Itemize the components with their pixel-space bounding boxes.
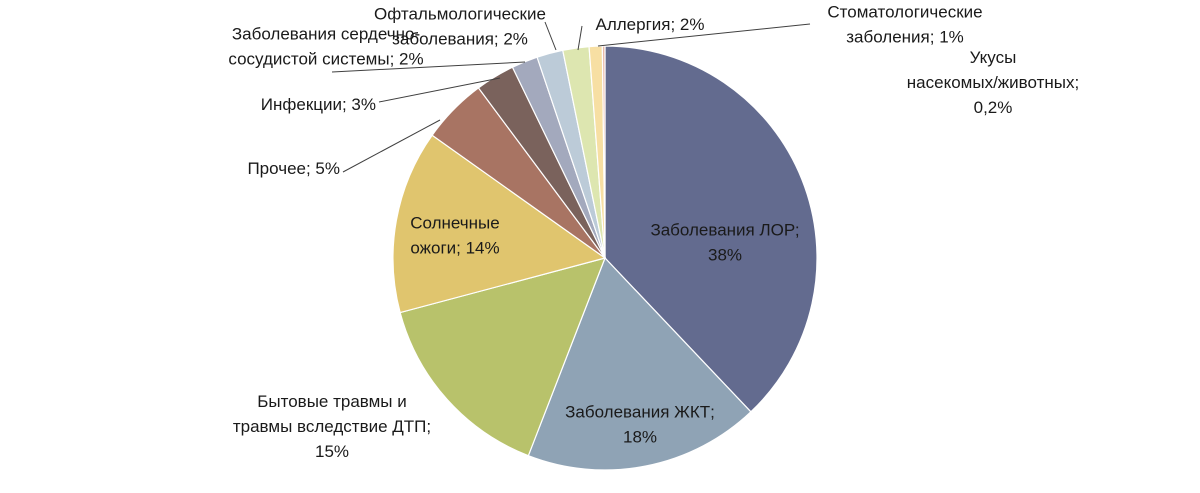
slice-label-5: Инфекции; 3% (261, 95, 376, 114)
slice-label-line: Заболевания сердечно- (232, 25, 420, 44)
slice-label-line: Прочее; 5% (247, 159, 340, 178)
pie-slice-3 (392, 134, 607, 314)
slice-label-line: 15% (315, 442, 349, 461)
slice-label-line: травмы вследствие ДТП; (233, 417, 431, 436)
slice-label-10: Укусы насекомых/животных; 0,2% (907, 48, 1079, 117)
slice-label-9: Стоматологические заболения; 1% (827, 3, 982, 47)
slice-label-line: заболения; 1% (846, 28, 964, 47)
leader-line-4 (342, 119, 441, 173)
slice-label-line: Аллергия; 2% (595, 15, 704, 34)
leader-line-6 (331, 61, 526, 73)
slice-label-4: Прочее; 5% (247, 159, 340, 178)
slice-label-line: Заболевания ЛОР; (650, 221, 799, 240)
slice-label-7: Офтальмологические заболевания; 2% (374, 5, 546, 49)
slice-label-line: 38% (708, 246, 742, 265)
slice-label-line: Заболевания ЖКТ; (565, 403, 715, 422)
slice-label-3: Солнечные ожоги; 14% (410, 214, 499, 258)
slice-label-line: 18% (623, 428, 657, 447)
slice-label-line: сосудистой системы; 2% (228, 50, 423, 69)
slice-label-2: Бытовые травмы и травмы вследствие ДТП; 15… (233, 392, 431, 461)
slice-label-line: Офтальмологические (374, 5, 546, 24)
slice-label-0: Заболевания ЛОР; 38% (650, 221, 799, 265)
slice-label-1: Заболевания ЖКТ; 18% (565, 403, 715, 447)
slice-label-line: ожоги; 14% (410, 239, 499, 258)
slice-labels: Заболевания ЛОР; 38% Заболевания ЖКТ; 18% Бы… (228, 3, 1079, 462)
leader-line-7 (544, 21, 557, 51)
slice-label-line: Укусы (970, 48, 1017, 67)
slice-label-line: Бытовые травмы и (257, 392, 407, 411)
leader-line-9 (597, 23, 811, 47)
slice-label-line: насекомых/животных; (907, 73, 1079, 92)
pie-slice-0 (604, 45, 818, 413)
slice-label-8: Аллергия; 2% (595, 15, 704, 34)
pie-slice-2 (399, 257, 606, 457)
pie-slice-1 (527, 256, 752, 471)
slice-label-line: Инфекции; 3% (261, 95, 376, 114)
pie-slices (392, 45, 818, 471)
leader-lines (331, 21, 811, 173)
slice-label-6: Заболевания сердечно-сосудистой системы;… (228, 25, 423, 69)
slice-label-line: Стоматологические (827, 3, 982, 22)
slice-label-line: 0,2% (974, 98, 1013, 117)
slice-label-line: заболевания; 2% (392, 30, 528, 49)
leader-line-8 (577, 25, 583, 51)
slice-label-line: Солнечные (410, 214, 499, 233)
leader-line-5 (378, 77, 501, 103)
